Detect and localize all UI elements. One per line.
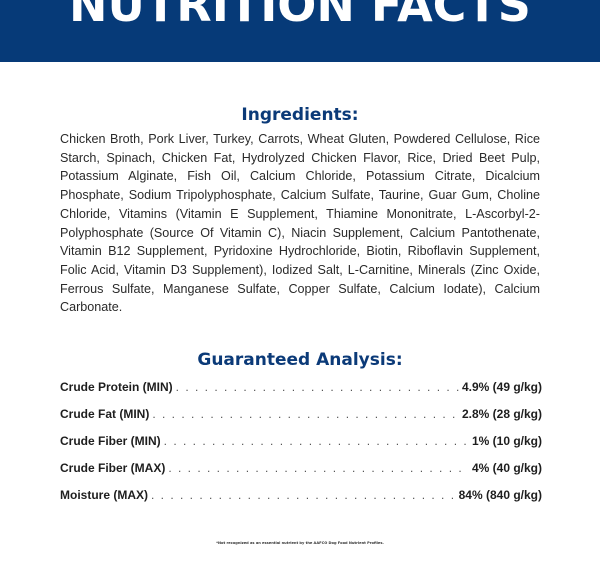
- footnote: *Not recognized as an essential nutrient…: [216, 541, 384, 545]
- analysis-row: Crude Protein (MIN) 4.9% (49 g/kg): [60, 380, 542, 407]
- dot-leader: [168, 461, 469, 475]
- dot-leader: [152, 407, 459, 421]
- analysis-row: Crude Fiber (MIN) 1% (10 g/kg): [60, 434, 542, 461]
- guaranteed-analysis-table: Crude Protein (MIN) 4.9% (49 g/kg) Crude …: [60, 380, 542, 515]
- analysis-label: Moisture (MAX): [60, 488, 148, 502]
- analysis-row: Moisture (MAX) 84% (840 g/kg): [60, 488, 542, 515]
- analysis-value: 84% (840 g/kg): [458, 488, 542, 502]
- guaranteed-analysis-heading: Guaranteed Analysis:: [197, 350, 403, 370]
- analysis-value: 2.8% (28 g/kg): [461, 407, 542, 421]
- analysis-row: Crude Fat (MIN) 2.8% (28 g/kg): [60, 407, 542, 434]
- analysis-label: Crude Fat (MIN): [60, 407, 150, 421]
- analysis-label: Crude Fiber (MIN): [60, 434, 161, 448]
- nutrition-facts-banner: NUTRITION FACTS: [0, 0, 600, 62]
- dot-leader: [151, 488, 456, 502]
- analysis-value: 4% (40 g/kg): [471, 461, 542, 475]
- dot-leader: [176, 380, 459, 394]
- ingredients-heading: Ingredients:: [241, 105, 359, 125]
- ingredients-text: Chicken Broth, Pork Liver, Turkey, Carro…: [60, 132, 540, 315]
- analysis-row: Crude Fiber (MAX) 4% (40 g/kg): [60, 461, 542, 488]
- analysis-value: 4.9% (49 g/kg): [461, 380, 542, 394]
- analysis-value: 1% (10 g/kg): [471, 434, 542, 448]
- banner-title: NUTRITION FACTS: [69, 0, 531, 32]
- dot-leader: [164, 434, 469, 448]
- analysis-label: Crude Protein (MIN): [60, 380, 173, 394]
- analysis-label: Crude Fiber (MAX): [60, 461, 166, 475]
